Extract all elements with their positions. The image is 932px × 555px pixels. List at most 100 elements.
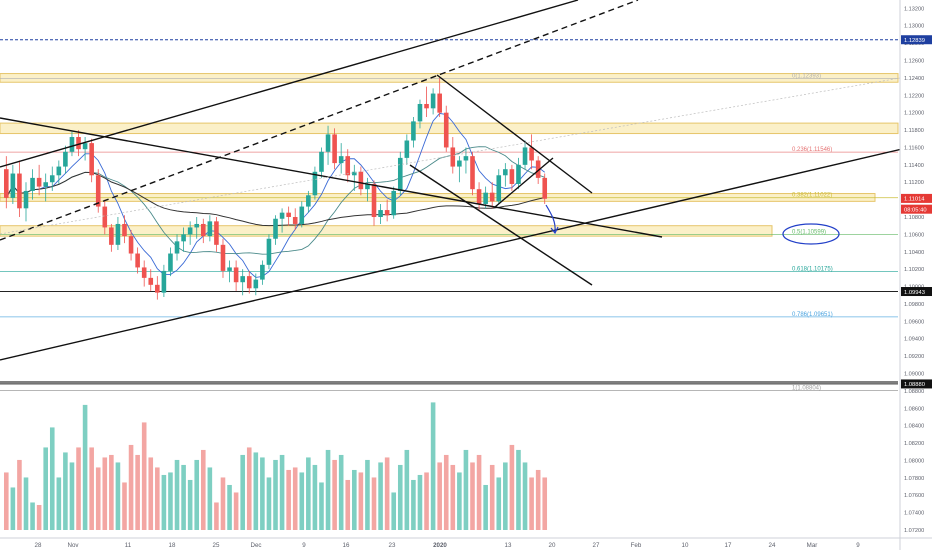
price-badge-2 xyxy=(901,204,932,214)
candle-81 xyxy=(535,160,541,178)
volume-bar-4 xyxy=(30,502,35,530)
volume-bar-47 xyxy=(312,464,318,530)
x-tick-label-15: 17 xyxy=(725,542,732,549)
candle-70 xyxy=(463,156,469,161)
candle-80 xyxy=(529,147,534,161)
volume-bar-7 xyxy=(49,427,55,530)
candle-76 xyxy=(503,169,508,176)
x-tick-label-9: 2020 xyxy=(433,542,447,549)
x-tick-label-10: 13 xyxy=(505,542,512,549)
volume-bar-64 xyxy=(424,472,429,530)
price-badge-1 xyxy=(901,193,932,203)
trend-line-0 xyxy=(0,0,579,168)
price-badge-4 xyxy=(901,379,932,389)
candle-28 xyxy=(187,227,193,235)
price-badge-label-0: 1.12839 xyxy=(904,38,925,44)
y-tick-label-7: 1.11800 xyxy=(904,128,924,134)
candle-22 xyxy=(148,277,154,285)
volume-bar-62 xyxy=(411,479,416,530)
candle-47 xyxy=(312,171,318,196)
y-tick-label-9: 1.11400 xyxy=(904,163,924,169)
candle-74 xyxy=(489,192,495,202)
volume-bar-18 xyxy=(122,482,127,530)
candle-52 xyxy=(345,156,351,176)
y-tick-label-1: 1.13000 xyxy=(904,24,924,30)
candle-60 xyxy=(397,157,403,191)
y-tick-label-5: 1.12200 xyxy=(904,93,924,99)
candle-30 xyxy=(200,223,206,237)
candle-5 xyxy=(36,177,42,187)
candle-1 xyxy=(10,173,16,198)
candle-10 xyxy=(69,137,75,152)
y-tick-label-28: 1.07600 xyxy=(904,493,924,499)
y-tick-label-23: 1.08600 xyxy=(904,406,924,412)
volume-bar-34 xyxy=(227,484,232,530)
y-tick-label-20: 1.09200 xyxy=(904,354,924,360)
fib-label-6: 1(1.08804) xyxy=(792,386,821,392)
volume-bar-12 xyxy=(82,404,88,530)
candle-54 xyxy=(358,171,364,190)
candle-20 xyxy=(135,253,140,268)
volume-bar-74 xyxy=(489,464,495,530)
trend-line-7 xyxy=(0,77,901,235)
volume-bar-8 xyxy=(56,477,62,530)
volume-bar-27 xyxy=(181,464,186,530)
volume-bar-39 xyxy=(260,457,265,530)
volume-bar-77 xyxy=(509,444,515,530)
y-tick-label-27: 1.07800 xyxy=(904,476,924,482)
volume-bar-52 xyxy=(345,479,351,530)
x-tick-label-18: 9 xyxy=(856,542,860,549)
candle-0 xyxy=(4,169,9,198)
fib-label-2: 0.382(1.11022) xyxy=(792,193,832,199)
volume-bar-78 xyxy=(516,449,521,530)
candle-13 xyxy=(89,143,94,176)
y-tick-label-4: 1.12400 xyxy=(904,76,924,82)
volume-bar-43 xyxy=(286,469,291,530)
candle-12 xyxy=(82,143,88,150)
volume-bar-25 xyxy=(168,472,173,530)
x-tick-label-8: 23 xyxy=(389,542,396,549)
volume-bar-21 xyxy=(141,422,147,530)
candle-50 xyxy=(332,134,337,164)
candle-68 xyxy=(450,147,456,167)
candle-44 xyxy=(292,217,298,224)
candle-26 xyxy=(174,241,180,254)
candle-39 xyxy=(260,264,265,280)
volume-bar-56 xyxy=(371,477,377,530)
volume-bar-42 xyxy=(279,454,285,530)
candle-24 xyxy=(161,270,167,293)
volume-bar-26 xyxy=(174,459,180,530)
fib-label-0: 0(1.12393) xyxy=(792,74,821,80)
fib-label-5: 0.786(1.09651) xyxy=(792,312,833,318)
x-tick-label-13: Feb xyxy=(631,542,642,549)
volume-bar-58 xyxy=(384,457,390,530)
y-tick-label-0: 1.13200 xyxy=(904,6,924,12)
x-tick-label-11: 20 xyxy=(549,542,556,549)
volume-bar-20 xyxy=(135,454,140,530)
volume-bar-41 xyxy=(273,459,278,530)
candle-82 xyxy=(542,177,548,199)
x-tick-label-16: 24 xyxy=(769,542,776,549)
price-badge-0 xyxy=(901,35,932,45)
candle-4 xyxy=(30,177,35,191)
volume-bar-15 xyxy=(102,457,108,530)
candle-11 xyxy=(76,137,81,150)
volume-bar-1 xyxy=(10,487,16,530)
price-badge-label-4: 1.08880 xyxy=(904,382,925,388)
volume-bar-65 xyxy=(430,402,436,530)
volume-bar-45 xyxy=(299,472,305,530)
candle-34 xyxy=(227,267,232,271)
candle-17 xyxy=(115,223,121,245)
candle-29 xyxy=(194,223,200,228)
candle-21 xyxy=(141,267,147,278)
candle-59 xyxy=(391,190,397,216)
trend-line-1 xyxy=(0,0,639,241)
volume-bar-80 xyxy=(529,477,534,530)
volume-bar-53 xyxy=(352,469,357,530)
candle-23 xyxy=(155,284,160,293)
volume-bar-66 xyxy=(437,462,442,530)
candle-42 xyxy=(279,212,285,219)
volume-bar-44 xyxy=(292,467,298,530)
